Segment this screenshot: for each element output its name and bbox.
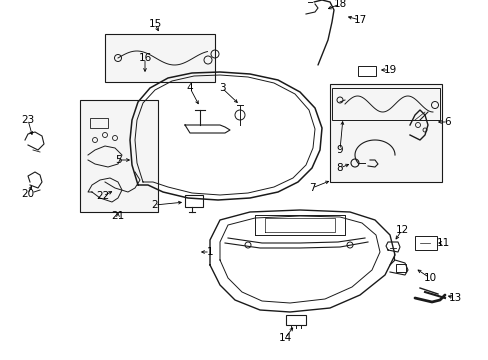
Text: 5: 5: [115, 155, 121, 165]
Text: 19: 19: [383, 65, 396, 75]
Text: 18: 18: [333, 0, 346, 9]
Text: 14: 14: [278, 333, 291, 343]
Text: 7: 7: [308, 183, 315, 193]
Text: 13: 13: [447, 293, 461, 303]
Text: 8: 8: [336, 163, 343, 173]
Bar: [414, 236, 436, 250]
Bar: [80, 100, 158, 212]
Text: 21: 21: [111, 211, 124, 221]
Bar: [357, 66, 375, 76]
Bar: [184, 195, 203, 207]
Text: 11: 11: [435, 238, 448, 248]
Text: 10: 10: [423, 273, 436, 283]
Bar: [395, 264, 405, 272]
Text: 16: 16: [138, 53, 151, 63]
Text: 15: 15: [148, 19, 162, 29]
Text: 17: 17: [353, 15, 366, 25]
Bar: [90, 118, 108, 128]
Text: 9: 9: [336, 145, 343, 155]
Text: 6: 6: [444, 117, 450, 127]
Text: 20: 20: [21, 189, 35, 199]
Text: 4: 4: [186, 83, 193, 93]
Text: 1: 1: [206, 247, 213, 257]
Text: 12: 12: [395, 225, 408, 235]
Bar: [105, 34, 215, 82]
Text: 2: 2: [151, 200, 158, 210]
Text: 23: 23: [21, 115, 35, 125]
Bar: [329, 84, 441, 182]
Bar: [285, 315, 305, 325]
Text: 3: 3: [218, 83, 225, 93]
Bar: [331, 88, 439, 120]
Text: 22: 22: [96, 191, 109, 201]
